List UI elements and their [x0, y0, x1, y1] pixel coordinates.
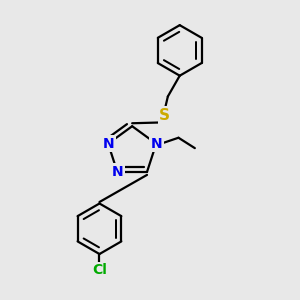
- Text: Cl: Cl: [92, 263, 107, 278]
- Text: N: N: [112, 165, 123, 179]
- Text: N: N: [102, 137, 114, 151]
- Text: S: S: [159, 108, 170, 123]
- Text: N: N: [150, 137, 162, 151]
